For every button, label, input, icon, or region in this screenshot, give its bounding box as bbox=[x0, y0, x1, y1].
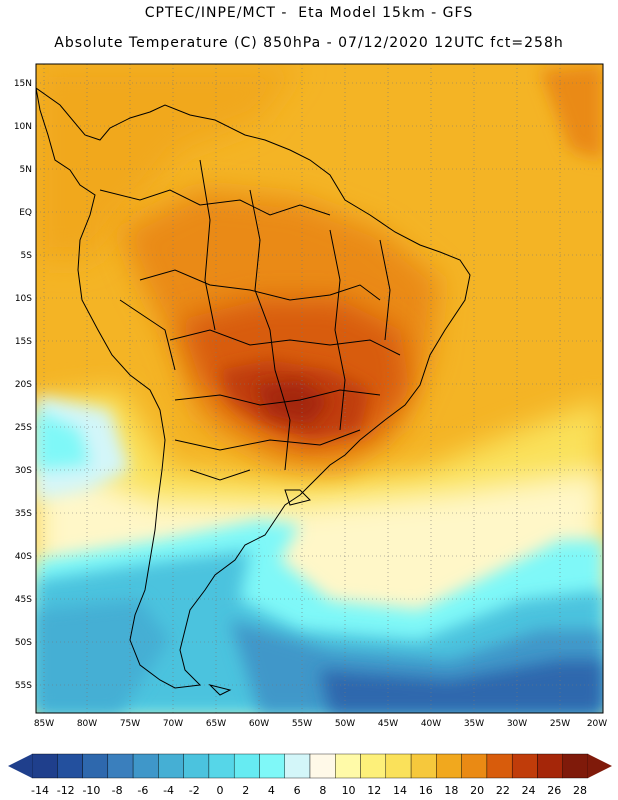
colorbar-label: 10 bbox=[342, 784, 356, 797]
colorbar-label: -8 bbox=[112, 784, 123, 797]
colorbar-swatch bbox=[461, 753, 488, 779]
lon-label: 35W bbox=[464, 719, 484, 729]
lat-label: 15S bbox=[15, 337, 32, 347]
lat-label: 50S bbox=[15, 638, 32, 648]
lon-label: 80W bbox=[77, 719, 97, 729]
colorbar-label: -2 bbox=[189, 784, 200, 797]
colorbar-labels: -14 -12 -10 -8 -6 -4 -2 0 2 4 6 8 10 12 14 16 18 20 22 24 26… bbox=[31, 784, 587, 797]
colorbar-label: 14 bbox=[393, 784, 407, 797]
coastlines bbox=[36, 87, 471, 696]
lon-label: 25W bbox=[550, 719, 570, 729]
colorbar-label: -12 bbox=[57, 784, 75, 797]
colorbar-label: -6 bbox=[137, 784, 148, 797]
colorbar-label: 2 bbox=[242, 784, 249, 797]
colorbar-swatch bbox=[82, 753, 109, 779]
lon-label: 85W bbox=[34, 719, 54, 729]
lat-label: EQ bbox=[19, 208, 32, 218]
colorbar-swatch bbox=[259, 753, 285, 779]
lat-label: 20S bbox=[15, 380, 32, 390]
colorbar-label: -4 bbox=[163, 784, 174, 797]
colorbar-swatch bbox=[233, 753, 260, 779]
colorbar-swatch bbox=[385, 753, 412, 779]
colorbar-label: 20 bbox=[470, 784, 484, 797]
colorbar bbox=[8, 753, 612, 779]
colorbar-swatch bbox=[486, 753, 513, 779]
colorbar-max-arrow bbox=[588, 754, 612, 778]
colorbar-swatch bbox=[183, 753, 210, 779]
lon-label: 70W bbox=[163, 719, 183, 729]
lon-label: 30W bbox=[507, 719, 527, 729]
colorbar-swatch bbox=[511, 753, 538, 779]
colorbar-label: 18 bbox=[444, 784, 458, 797]
lat-label: 55S bbox=[15, 681, 32, 691]
map-frame bbox=[35, 63, 604, 714]
lon-label: 50W bbox=[335, 719, 355, 729]
colorbar-label: 0 bbox=[217, 784, 224, 797]
lat-label: 10N bbox=[14, 122, 32, 132]
colorbar-swatch bbox=[562, 753, 589, 779]
colorbar-min-arrow bbox=[8, 754, 32, 778]
lat-label: 25S bbox=[15, 423, 32, 433]
lon-label: 60W bbox=[249, 719, 269, 729]
colorbar-swatch bbox=[132, 753, 159, 779]
latitude-labels: 15N 10N 5N EQ 5S 10S 15S 20S 25S 30S 35S… bbox=[14, 79, 32, 691]
lon-label: 55W bbox=[292, 719, 312, 729]
lon-label: 65W bbox=[206, 719, 226, 729]
graticule bbox=[36, 64, 603, 713]
colorbar-swatch bbox=[537, 753, 563, 779]
lat-label: 5S bbox=[21, 251, 33, 261]
colorbar-label: 24 bbox=[522, 784, 536, 797]
colorbar-label: 4 bbox=[268, 784, 275, 797]
colorbar-label: 28 bbox=[573, 784, 587, 797]
colorbar-swatch bbox=[284, 753, 311, 779]
lon-label: 75W bbox=[120, 719, 140, 729]
lat-label: 30S bbox=[15, 466, 32, 476]
temperature-field bbox=[36, 64, 603, 713]
colorbar-label: -10 bbox=[82, 784, 100, 797]
colorbar-swatch bbox=[436, 753, 462, 779]
colorbar-label: 6 bbox=[294, 784, 301, 797]
colorbar-swatch bbox=[410, 753, 437, 779]
colorbar-label: 16 bbox=[419, 784, 433, 797]
lat-label: 40S bbox=[15, 552, 32, 562]
lat-label: 10S bbox=[15, 294, 32, 304]
colorbar-label: 8 bbox=[319, 784, 326, 797]
colorbar-swatch bbox=[309, 753, 336, 779]
lat-label: 15N bbox=[14, 79, 32, 89]
lat-label: 5N bbox=[20, 165, 32, 175]
colorbar-swatch bbox=[158, 753, 184, 779]
colorbar-swatch bbox=[208, 753, 235, 779]
lat-label: 45S bbox=[15, 595, 32, 605]
colorbar-swatch bbox=[335, 753, 361, 779]
chart-title-line1: CPTEC/INPE/MCT - Eta Model 15km - GFS bbox=[144, 5, 474, 21]
lon-label: 40W bbox=[421, 719, 441, 729]
colorbar-swatch bbox=[57, 753, 83, 779]
longitude-labels: 85W 80W 75W 70W 65W 60W 55W 50W 45W 40W … bbox=[34, 719, 607, 729]
colorbar-swatch bbox=[31, 753, 58, 779]
colorbar-label: 12 bbox=[367, 784, 381, 797]
chart-title-line2: Absolute Temperature (C) 850hPa - 07/12/… bbox=[54, 35, 564, 51]
colorbar-label: 26 bbox=[547, 784, 561, 797]
colorbar-swatch bbox=[107, 753, 134, 779]
colorbar-label: 22 bbox=[496, 784, 510, 797]
colorbar-swatch bbox=[360, 753, 387, 779]
lon-label: 20W bbox=[587, 719, 607, 729]
lon-label: 45W bbox=[378, 719, 398, 729]
lat-label: 35S bbox=[15, 509, 32, 519]
colorbar-label: -14 bbox=[31, 784, 49, 797]
